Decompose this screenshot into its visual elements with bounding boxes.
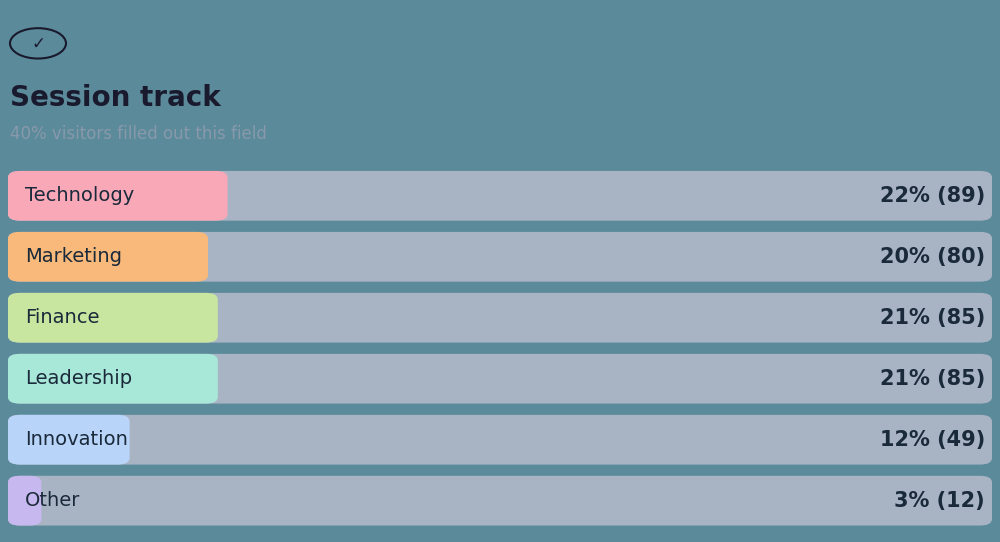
Text: Finance: Finance [25, 308, 100, 327]
Text: 12% (49): 12% (49) [880, 430, 985, 450]
Text: 21% (85): 21% (85) [880, 369, 985, 389]
Text: Other: Other [25, 491, 80, 510]
Text: Innovation: Innovation [25, 430, 128, 449]
Text: Leadership: Leadership [25, 369, 132, 388]
FancyBboxPatch shape [8, 232, 992, 282]
Text: Marketing: Marketing [25, 247, 122, 266]
Text: Technology: Technology [25, 186, 134, 205]
FancyBboxPatch shape [8, 293, 218, 343]
FancyBboxPatch shape [8, 476, 41, 526]
FancyBboxPatch shape [8, 171, 228, 221]
Text: 22% (89): 22% (89) [880, 186, 985, 206]
FancyBboxPatch shape [8, 232, 208, 282]
FancyBboxPatch shape [8, 415, 130, 464]
FancyBboxPatch shape [8, 354, 218, 404]
Text: Session track: Session track [10, 84, 221, 112]
FancyBboxPatch shape [8, 354, 992, 404]
Text: 21% (85): 21% (85) [880, 308, 985, 328]
Text: 3% (12): 3% (12) [894, 491, 985, 511]
FancyBboxPatch shape [8, 476, 992, 526]
Text: 40% visitors filled out this field: 40% visitors filled out this field [10, 125, 267, 143]
FancyBboxPatch shape [8, 415, 992, 464]
FancyBboxPatch shape [8, 293, 992, 343]
Text: 20% (80): 20% (80) [880, 247, 985, 267]
FancyBboxPatch shape [8, 171, 992, 221]
Text: ✓: ✓ [31, 34, 45, 53]
